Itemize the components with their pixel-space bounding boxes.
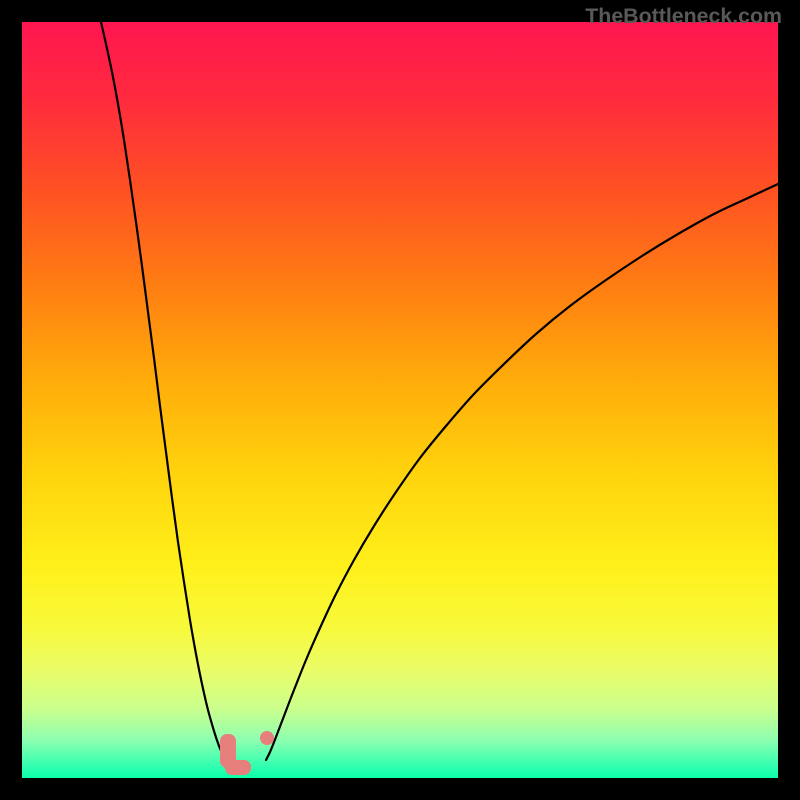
left-curve [101, 22, 228, 764]
valley-marker-1 [225, 760, 251, 775]
valley-marker-2 [260, 731, 274, 745]
watermark-text: TheBottleneck.com [585, 4, 782, 29]
chart-frame: TheBottleneck.com [0, 0, 800, 800]
curve-layer [22, 22, 778, 778]
right-curve [266, 184, 778, 760]
plot-area [22, 22, 778, 778]
